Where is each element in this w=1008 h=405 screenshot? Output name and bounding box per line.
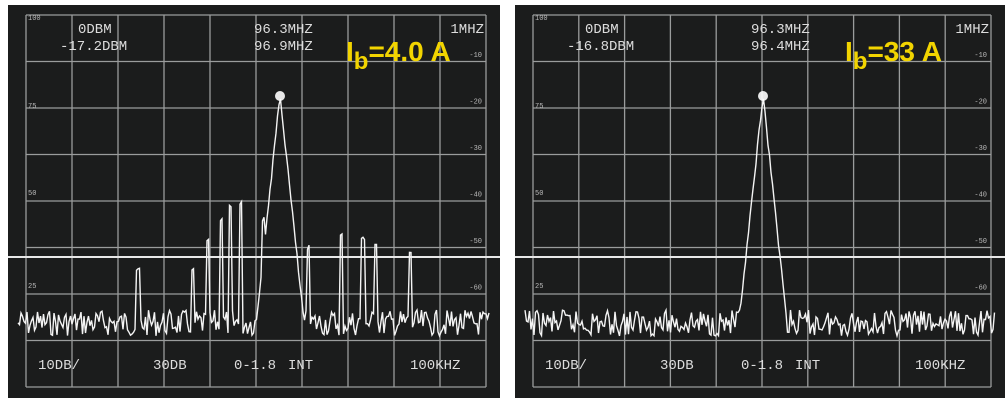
left-scale-label: 100 — [28, 15, 41, 23]
left-scale-label: 25 — [28, 283, 36, 291]
marker-level: -16.8DBM — [567, 39, 634, 55]
right-scale-label: -50 — [469, 238, 482, 246]
current-symbol: I — [845, 36, 853, 67]
left-scale-label: 100 — [535, 15, 548, 23]
span: 1MHZ — [955, 22, 989, 38]
center-frequency: 96.3MHZ — [751, 22, 810, 38]
peak-glow — [758, 91, 768, 101]
right-scale-label: -60 — [974, 285, 987, 293]
right-scale-label: -10 — [974, 52, 987, 60]
marker-level: -17.2DBM — [60, 39, 127, 55]
left-scale-label: 50 — [535, 190, 543, 198]
right-scale-label: -60 — [469, 285, 482, 293]
reference-level: 0DBM — [78, 22, 112, 38]
right-scale-label: -20 — [469, 99, 482, 107]
current-value: =4.0 A — [368, 36, 450, 67]
left-scale-label: 50 — [28, 190, 36, 198]
right-scale-label: -40 — [469, 192, 482, 200]
bottom-readout: 10DB/ — [545, 358, 587, 374]
left-scale-label: 75 — [28, 103, 36, 111]
bottom-readout: INT — [795, 358, 820, 374]
right-scale-label: -40 — [974, 192, 987, 200]
left-scale-label: 25 — [535, 283, 543, 291]
bottom-readout: 0-1.8 — [234, 358, 276, 374]
bottom-readout: 100KHZ — [915, 358, 965, 374]
reference-level: 0DBM — [585, 22, 619, 38]
marker-frequency: 96.4MHZ — [751, 39, 810, 55]
bottom-readout: 100KHZ — [410, 358, 460, 374]
bottom-readout: INT — [288, 358, 313, 374]
bottom-readout: 30DB — [153, 358, 187, 374]
marker-frequency: 96.9MHZ — [254, 39, 313, 55]
right-scale-label: -10 — [469, 52, 482, 60]
left-scale-label: 75 — [535, 103, 543, 111]
peak-glow — [275, 91, 285, 101]
center-frequency: 96.3MHZ — [254, 22, 313, 38]
bottom-readout: 0-1.8 — [741, 358, 783, 374]
bottom-readout: 10DB/ — [38, 358, 80, 374]
page: 0DBM-17.2DBM96.3MHZ96.9MHZ1MHZ100755025-… — [0, 0, 1008, 405]
current-subscript: b — [354, 48, 369, 75]
bottom-readout: 30DB — [660, 358, 694, 374]
right-scale-label: -50 — [974, 238, 987, 246]
current-value: =33 A — [867, 36, 941, 67]
right-scale-label: -20 — [974, 99, 987, 107]
current-subscript: b — [853, 48, 868, 75]
right-scale-label: -30 — [469, 145, 482, 153]
span: 1MHZ — [450, 22, 484, 38]
current-symbol: I — [346, 36, 354, 67]
right-scale-label: -30 — [974, 145, 987, 153]
